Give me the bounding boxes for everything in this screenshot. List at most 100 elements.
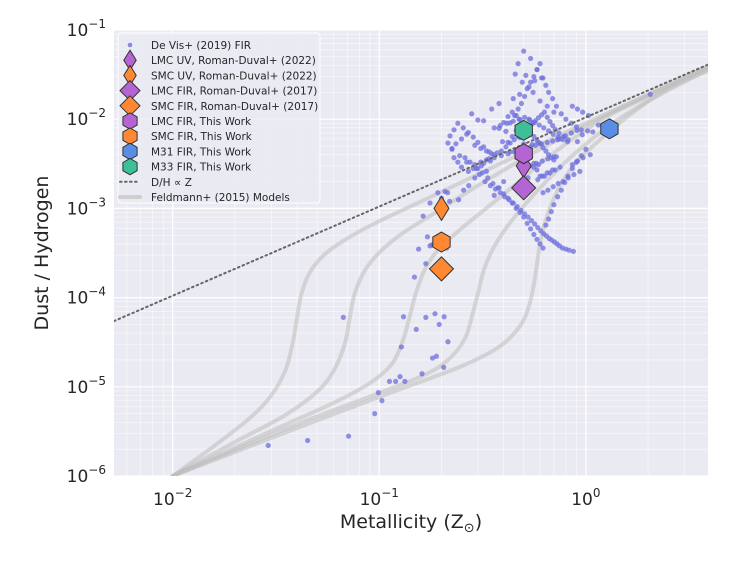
scatter-point: [535, 161, 542, 168]
scatter-point: [472, 175, 478, 181]
scatter-point: [516, 116, 522, 122]
scatter-point: [647, 91, 653, 97]
scatter-point: [521, 93, 528, 100]
scatter-point: [423, 314, 429, 320]
scatter-point: [504, 120, 510, 126]
scatter-point: [574, 139, 581, 145]
scatter-point: [472, 142, 478, 148]
scatter-point: [393, 378, 399, 384]
scatter-point: [515, 61, 521, 67]
scatter-point: [585, 128, 591, 134]
x-axis-label-close: ): [475, 511, 482, 533]
scatter-point: [519, 79, 525, 85]
scatter-point: [478, 145, 484, 152]
legend-label: LMC FIR, Roman-Duval+ (2017): [151, 86, 317, 98]
y-tick-base: 10: [67, 21, 89, 41]
legend-item: D/H ∝ Z: [119, 177, 192, 189]
scatter-point: [595, 122, 602, 128]
scatter-point: [544, 139, 550, 145]
scatter-point: [580, 155, 586, 161]
scatter-point: [513, 112, 519, 119]
scatter-point: [492, 186, 499, 192]
y-tick-base: 10: [67, 199, 89, 219]
scatter-point: [545, 187, 551, 193]
scatter-point: [432, 311, 438, 317]
scatter-point: [458, 136, 465, 142]
legend-item: SMC FIR, This Work: [122, 127, 253, 145]
scatter-point: [556, 130, 562, 136]
legend-item: M31 FIR, This Work: [122, 142, 252, 161]
scatter-point: [433, 353, 439, 359]
scatter-point: [558, 187, 564, 193]
y-tick-exponent: −5: [88, 374, 106, 388]
scatter-point: [510, 96, 516, 102]
legend-label: LMC FIR, This Work: [151, 116, 252, 128]
scatter-point: [565, 175, 571, 181]
scatter-point: [530, 119, 536, 126]
scatter-point: [427, 200, 433, 206]
scatter-point: [549, 96, 556, 102]
scatter-point: [457, 153, 463, 159]
scatter-point: [515, 106, 521, 112]
scatter-point: [455, 197, 462, 203]
scatter-point: [563, 116, 569, 122]
scatter-point: [469, 111, 475, 117]
scatter-point: [453, 141, 459, 147]
scatter-point: [372, 411, 378, 417]
legend-label: SMC FIR, This Work: [151, 131, 253, 143]
y-tick-label: 10−2: [67, 106, 106, 130]
scatter-point: [547, 118, 553, 125]
scatter-point: [530, 89, 536, 95]
lmc-fir-hexagon-marker: [514, 143, 533, 165]
scatter-point: [578, 127, 584, 133]
scatter-point: [505, 151, 511, 157]
scatter-point: [525, 214, 531, 220]
scatter-point: [543, 148, 549, 154]
legend-label: Feldmann+ (2015) Models: [151, 192, 290, 204]
scatter-point: [449, 145, 455, 152]
x-tick-exponent: 0: [593, 486, 601, 500]
scatter-point: [510, 118, 516, 124]
scatter-point: [524, 220, 530, 226]
scatter-point: [527, 226, 534, 232]
y-tick-exponent: −3: [88, 195, 106, 209]
scatter-point: [518, 207, 524, 213]
scatter-point: [466, 183, 472, 189]
legend: De Vis+ (2019) FIR LMC UV, Roman-Duval+ (…: [117, 32, 321, 204]
scatter-point: [569, 103, 575, 109]
scatter-point: [527, 55, 534, 62]
scatter-point: [436, 321, 442, 328]
scatter-point: [536, 122, 542, 128]
scatter-point: [532, 142, 539, 148]
scatter-point: [545, 156, 551, 162]
scatter-point: [265, 442, 271, 449]
scatter-point: [558, 111, 564, 117]
legend-label: M33 FIR, This Work: [151, 162, 252, 174]
scatter-point: [540, 190, 546, 196]
scatter-point: [481, 118, 487, 124]
scatter-point: [398, 344, 405, 350]
scatter-point: [455, 159, 461, 165]
y-tick-base: 10: [67, 110, 89, 130]
scatter-point: [445, 339, 451, 345]
scatter-point: [528, 217, 535, 224]
scatter-point: [420, 213, 426, 219]
y-tick-label: 10−6: [67, 463, 106, 487]
scatter-point: [419, 371, 425, 377]
scatter-point: [423, 261, 429, 267]
y-tick-exponent: −1: [88, 17, 106, 31]
scatter-point: [517, 91, 523, 97]
legend-box: [117, 32, 321, 204]
scatter-point: [548, 209, 554, 215]
scatter-point: [537, 98, 543, 104]
scatter-point: [574, 127, 580, 133]
scatter-point: [521, 48, 527, 54]
lmc-fir-diamond-marker: [510, 175, 537, 201]
legend-item: SMC UV, Roman-Duval+ (2022): [123, 64, 317, 87]
feldmann-model-curve: [170, 67, 708, 476]
y-tick-label: 10−5: [67, 374, 106, 398]
legend-label: De Vis+ (2019) FIR: [151, 40, 251, 52]
scatter-point: [527, 79, 534, 85]
scatter-point: [435, 190, 441, 196]
